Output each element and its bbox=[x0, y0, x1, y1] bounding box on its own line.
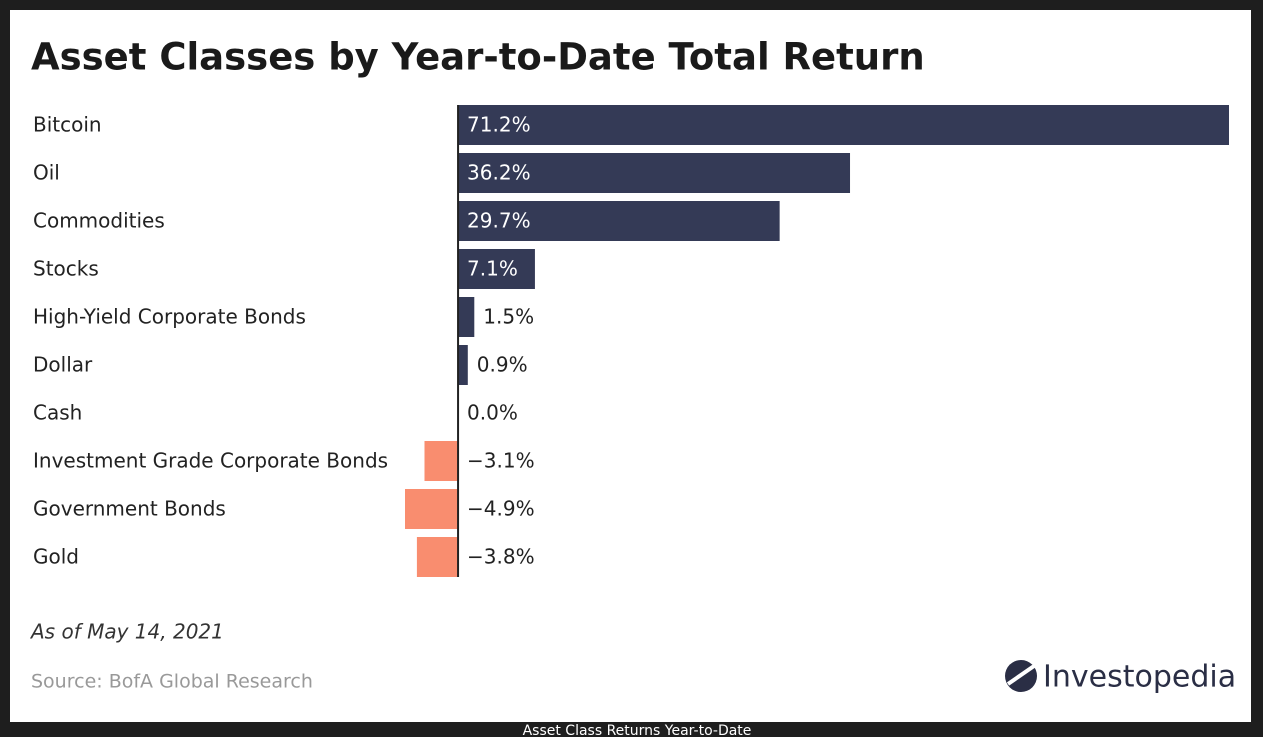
caption: Asset Class Returns Year-to-Date bbox=[523, 723, 752, 737]
bar bbox=[416, 537, 459, 577]
value-label: 71.2% bbox=[467, 113, 531, 137]
value-label: 0.9% bbox=[477, 353, 528, 377]
bar bbox=[458, 153, 851, 193]
bar bbox=[458, 105, 1229, 145]
category-label: Oil bbox=[33, 161, 60, 185]
bar bbox=[458, 201, 780, 241]
bar bbox=[424, 441, 459, 481]
value-label: −3.1% bbox=[467, 449, 535, 473]
category-label: Gold bbox=[33, 545, 79, 569]
category-label: Bitcoin bbox=[33, 113, 102, 137]
bar bbox=[458, 345, 468, 385]
bar bbox=[458, 297, 475, 337]
value-label: −3.8% bbox=[467, 545, 535, 569]
bar bbox=[405, 489, 459, 529]
bar bbox=[458, 249, 535, 289]
value-label: 0.0% bbox=[467, 401, 518, 425]
value-label: −4.9% bbox=[467, 497, 535, 521]
category-label: Dollar bbox=[33, 353, 93, 377]
logo-text: Investopedia bbox=[1043, 660, 1236, 695]
value-label: 1.5% bbox=[483, 305, 534, 329]
logo-stroke bbox=[1006, 664, 1036, 686]
value-label: 29.7% bbox=[467, 209, 531, 233]
value-label: 7.1% bbox=[467, 257, 518, 281]
category-label: Commodities bbox=[33, 209, 165, 233]
category-label: Cash bbox=[33, 401, 82, 425]
note: As of May 14, 2021 bbox=[29, 620, 224, 644]
value-label: 36.2% bbox=[467, 161, 531, 185]
logo: Investopedia bbox=[1005, 660, 1236, 695]
source: Source: BofA Global Research bbox=[31, 671, 313, 693]
category-label: High-Yield Corporate Bonds bbox=[33, 305, 306, 329]
category-label: Government Bonds bbox=[33, 497, 226, 521]
category-label: Investment Grade Corporate Bonds bbox=[33, 449, 388, 473]
category-label: Stocks bbox=[33, 257, 99, 281]
chart-title: Asset Classes by Year-to-Date Total Retu… bbox=[31, 36, 925, 79]
